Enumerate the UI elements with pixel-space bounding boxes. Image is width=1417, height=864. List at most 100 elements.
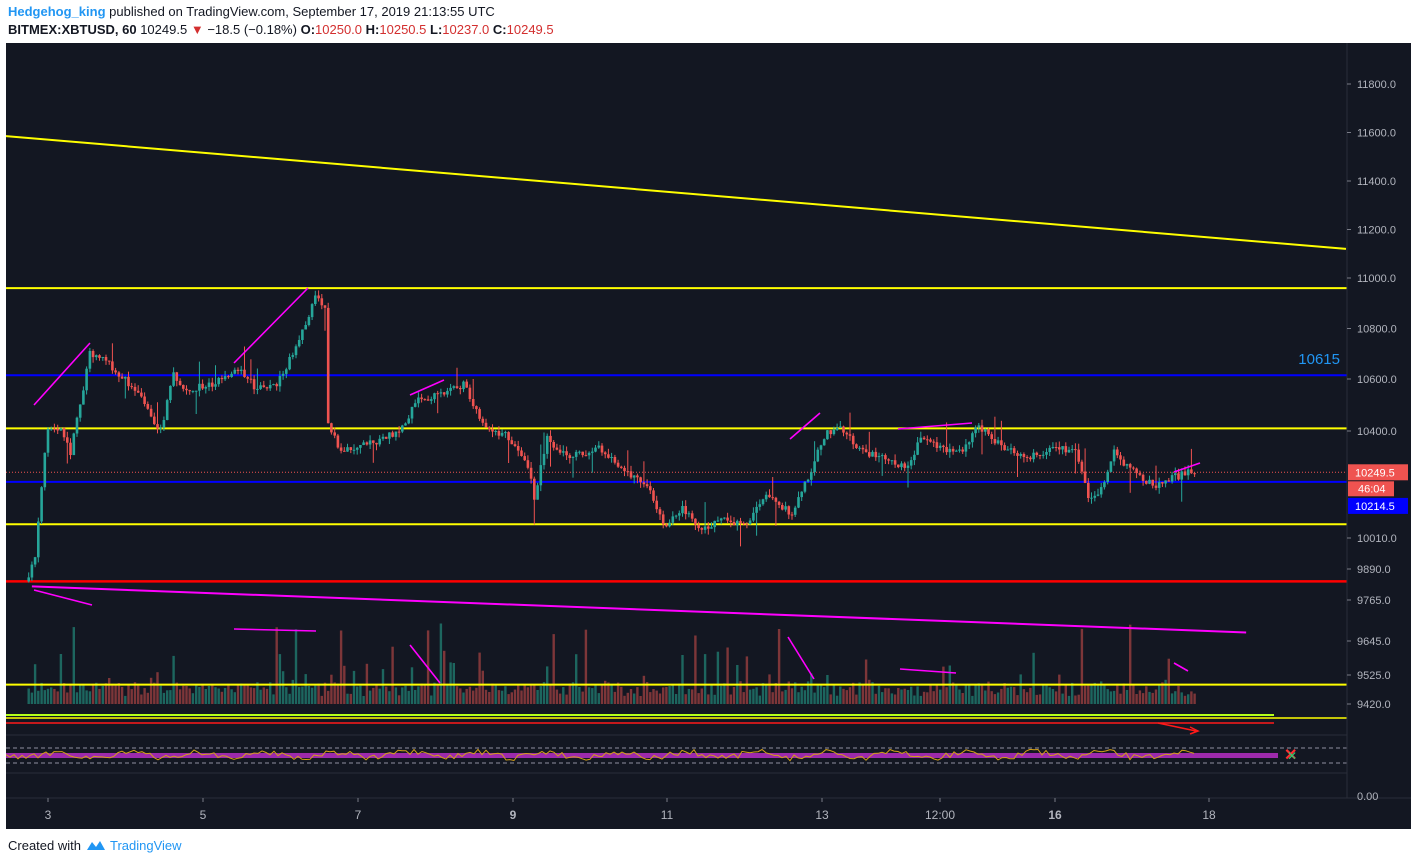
chart-container[interactable]: ✕ ✕ 11800.0 11600.0 11400.0 11200.0 11000.0 10…: [0, 43, 1411, 829]
volume-bar: [1080, 628, 1084, 704]
candle-body: [130, 386, 133, 388]
volume-bar: [124, 695, 127, 704]
candle-body: [790, 514, 794, 516]
candle-body: [59, 428, 63, 431]
candle-body: [610, 457, 613, 458]
volume-bar: [526, 687, 530, 704]
candle-body: [681, 506, 684, 514]
candle-body: [1003, 445, 1006, 451]
volume-bar: [951, 682, 955, 704]
candle-body: [394, 431, 398, 437]
candle-body: [423, 399, 427, 401]
candle-body: [265, 387, 269, 389]
candle-body: [397, 431, 401, 433]
volume-bar: [153, 682, 156, 704]
candle-body: [594, 447, 597, 452]
price-chart[interactable]: ✕✕ 11800.0 11600.0 11400.0 11200.0 11000.0 10…: [0, 43, 1411, 829]
candle-body: [900, 463, 903, 468]
last-price: 10249.5: [140, 22, 188, 37]
time-tick-label: 3: [45, 808, 52, 822]
candle-body: [584, 455, 588, 457]
volume-bar: [417, 686, 420, 704]
volume-bar: [1054, 691, 1058, 704]
volume-bar: [700, 688, 703, 704]
candle-body: [194, 390, 198, 392]
candle-body: [787, 506, 791, 515]
volume-bar: [922, 691, 926, 704]
symbol-label[interactable]: BITMEX:XBTUSD, 60: [8, 22, 137, 37]
candle-body: [587, 452, 591, 456]
volume-bar: [658, 693, 662, 704]
volume-bar: [987, 681, 990, 704]
candle-body: [433, 393, 436, 400]
candle-body: [388, 432, 391, 439]
candle-body: [201, 383, 204, 389]
candle-body: [1077, 449, 1080, 462]
volume-bar: [1154, 689, 1158, 704]
volume-bar: [59, 654, 63, 704]
volume-bar: [781, 691, 784, 704]
rsi-purple-band: [6, 753, 1278, 758]
candle-body: [642, 482, 646, 485]
candle-body: [533, 478, 536, 500]
candle-body: [78, 404, 82, 418]
divergence-mark: [233, 287, 309, 364]
candle-body: [513, 444, 517, 446]
candle-body: [549, 435, 552, 442]
candle-body: [1112, 449, 1116, 462]
candle-body: [565, 451, 568, 456]
candle-body: [104, 357, 108, 361]
candle-body: [732, 522, 736, 526]
candle-body: [909, 460, 913, 466]
volume-bar: [201, 684, 204, 704]
volume-bar: [771, 692, 774, 704]
candle-body: [919, 437, 923, 443]
candle-body: [1048, 447, 1051, 452]
candle-body: [381, 436, 385, 439]
candle-body: [967, 442, 971, 445]
volume-bar: [294, 629, 298, 704]
volume-bar: [723, 683, 726, 704]
candle-body: [597, 445, 601, 448]
candle-body: [239, 369, 243, 371]
candle-body: [459, 388, 462, 390]
tradingview-brand[interactable]: TradingView: [110, 838, 182, 853]
volume-bar: [765, 685, 768, 704]
volume-bar: [278, 654, 282, 704]
candle-body: [162, 420, 166, 428]
volume-bar: [385, 686, 388, 704]
volume-bar: [243, 684, 246, 704]
volume-bar: [1132, 684, 1135, 704]
candle-body: [616, 462, 620, 467]
candle-body: [771, 497, 774, 499]
candle-body: [1019, 454, 1022, 456]
volume-bar: [968, 685, 971, 704]
volume-bar: [671, 684, 674, 704]
candle-body: [378, 438, 381, 445]
divergence-mark: [1173, 462, 1201, 473]
candle-body: [188, 390, 191, 392]
candle-body: [304, 325, 307, 330]
volume-bar: [317, 683, 320, 704]
volume-bar: [594, 685, 597, 704]
candle-body: [1132, 467, 1135, 469]
candle-body: [49, 428, 53, 430]
candle-body: [1116, 449, 1119, 456]
time-tick-label: 7: [355, 808, 362, 822]
volume-bar: [133, 682, 137, 704]
volume-bar: [362, 696, 365, 704]
volume-bar: [397, 695, 401, 704]
author-name[interactable]: Hedgehog_king: [8, 4, 106, 19]
candle-body: [220, 378, 224, 380]
volume-bar: [307, 686, 311, 704]
divergence-mark: [33, 342, 91, 406]
volume-bar: [993, 694, 997, 704]
volume-bar: [423, 683, 426, 704]
candle-body: [46, 429, 50, 453]
volume-bar: [816, 685, 819, 704]
candle-body: [404, 423, 407, 426]
candle-body: [877, 456, 881, 458]
volume-bar: [539, 686, 542, 704]
candle-body: [475, 406, 478, 410]
volume-bar: [323, 682, 327, 704]
